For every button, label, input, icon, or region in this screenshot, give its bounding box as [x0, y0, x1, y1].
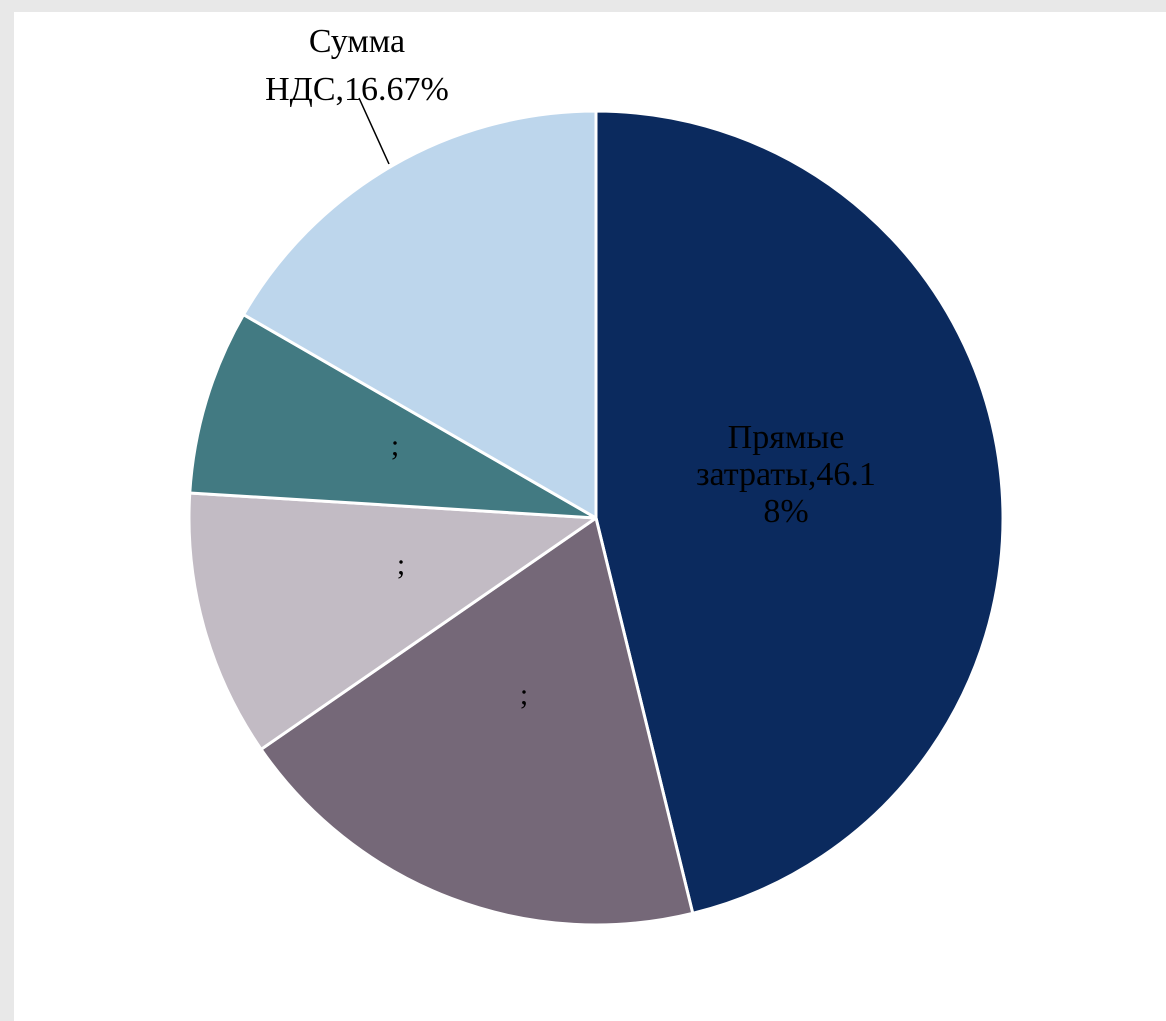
slice-label-line: ; — [391, 429, 399, 462]
pie-slice-3 — [187, 491, 598, 751]
slice-label-1: Прямые затраты,46.1 8% — [696, 419, 876, 530]
slice-label-line: Сумма — [309, 23, 405, 60]
pie-labels: Прямые затраты,46.1 8%;;; Сумма НДС,16.67% — [265, 23, 876, 711]
slice-label-line: 8% — [763, 493, 808, 530]
pie-chart: Прямые затраты,46.1 8%;;; Сумма НДС,16.67% — [187, 23, 1005, 927]
chart-canvas: Прямые затраты,46.1 8%;;; Сумма НДС,16.67% — [14, 12, 1166, 1021]
slice-label-5: Сумма НДС,16.67% — [265, 23, 449, 108]
slice-label-4: ; — [391, 429, 399, 462]
pie-slice-4 — [188, 313, 598, 520]
pie-slice-1 — [594, 109, 1005, 915]
slice-label-line: ; — [520, 678, 528, 711]
slice-label-line: Прямые — [728, 419, 845, 456]
leader-line — [358, 97, 390, 165]
slice-label-2: ; — [520, 678, 528, 711]
slice-label-line: НДС,16.67% — [265, 71, 449, 108]
slice-label-line: затраты,46.1 — [696, 456, 876, 493]
slice-label-3: ; — [397, 548, 405, 581]
pie-slice-5 — [241, 109, 598, 520]
pie-slices — [187, 109, 1005, 927]
pie-slice-2 — [259, 516, 695, 927]
slice-label-line: ; — [397, 548, 405, 581]
